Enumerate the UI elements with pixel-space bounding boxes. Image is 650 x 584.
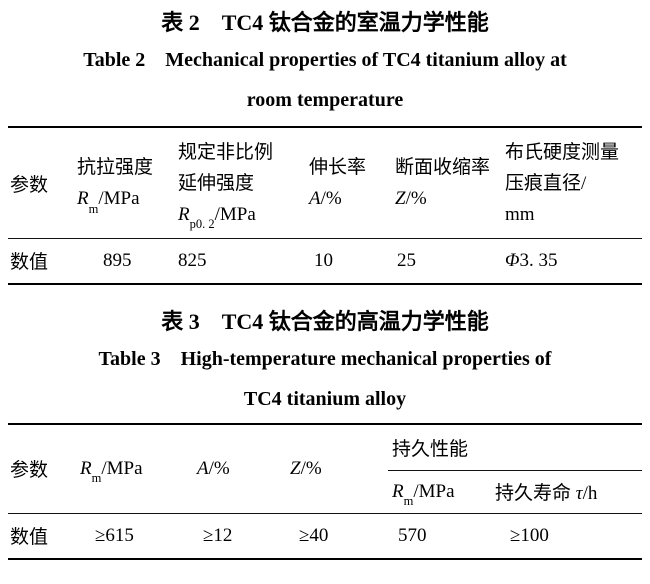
table2-value-proof: 825	[178, 249, 207, 271]
document-page: 表 2 TC4 钛合金的室温力学性能 Table 2 Mechanical pr…	[0, 0, 650, 560]
table2-header-elongation-symbol: A/%	[309, 188, 342, 209]
table2-header-reduction-of-area: 断面收缩率 Z/%	[390, 127, 498, 239]
table2-header-tensile-strength: 抗拉强度 Rm/MPa	[73, 127, 173, 239]
table3-header-reduction: Z/%	[283, 423, 388, 514]
table2-header-param: 参数	[8, 127, 73, 239]
table2-caption-en-line1: Table 2 Mechanical properties of TC4 tit…	[83, 49, 567, 71]
table2-header-brinell-indent-diameter: 布氏硬度测量 压痕直径/ mm	[498, 127, 642, 239]
table2-caption-zh: 表 2 TC4 钛合金的室温力学性能	[161, 10, 489, 35]
table2-header-tensile-symbol: Rm/MPa	[77, 188, 140, 216]
table3-header-endurance-life: 持久寿命 τ/h	[490, 470, 643, 514]
table2-value-label: 数值	[10, 252, 49, 274]
table3-header-rm: Rm/MPa	[73, 423, 185, 514]
table3-value-label: 数值	[10, 527, 49, 549]
table3-header-row-1: 参数 Rm/MPa A/% Z/% 持久性能	[8, 423, 643, 514]
table2-caption: 表 2 TC4 钛合金的室温力学性能 Table 2 Mechanical pr…	[0, 0, 650, 120]
table3-value-rm: ≥615	[95, 524, 134, 546]
table3-caption-en-line2: TC4 titanium alloy	[243, 387, 407, 410]
table2-header-proof-strength: 规定非比例 延伸强度 Rp0. 2/MPa	[173, 127, 303, 239]
table3-value-row: 数值 ≥615 ≥12 ≥40 570 ≥100	[8, 513, 642, 559]
table3-header-elongation: A/%	[185, 423, 283, 514]
table3-header-endurance-group: 持久性能	[388, 423, 643, 471]
table2: 参数 抗拉强度 Rm/MPa 规定非比例 延伸强度 Rp0. 2/MPa 伸长率…	[8, 126, 642, 285]
table2-value-reduction: 25	[397, 249, 416, 271]
table3-caption-en-line1: Table 3 High-temperature mechanical prop…	[98, 347, 552, 370]
table2-header-row: 参数 抗拉强度 Rm/MPa 规定非比例 延伸强度 Rp0. 2/MPa 伸长率…	[8, 127, 642, 239]
table2-value-indent-diameter: Φ3. 35	[505, 249, 558, 271]
table3-caption: 表 3 TC4 钛合金的高温力学性能 Table 3 High-temperat…	[0, 299, 650, 419]
table2-caption-en-line2: room temperature	[246, 89, 404, 111]
table3: 参数 Rm/MPa A/% Z/% 持久性能 Rm/MPa 持久寿命 τ/h	[8, 422, 643, 560]
table3-header-endurance-rm: Rm/MPa	[388, 470, 490, 514]
table2-value-tensile: 895	[103, 249, 132, 271]
table2-header-elongation: 伸长率 A/%	[303, 127, 390, 239]
table2-value-row: 数值 895 825 10 25 Φ3. 35	[8, 239, 642, 284]
table2-header-reduction-symbol: Z/%	[395, 188, 427, 209]
table3-value-elongation: ≥12	[203, 524, 233, 546]
table3-value-endurance-life: ≥100	[510, 524, 549, 546]
table2-value-elongation: 10	[314, 249, 333, 271]
table2-header-proof-symbol: Rp0. 2/MPa	[178, 203, 256, 232]
table3-value-endurance-rm: 570	[398, 524, 427, 546]
table3-header-row-2: Rm/MPa 持久寿命 τ/h	[8, 470, 643, 514]
table3-value-reduction: ≥40	[299, 524, 329, 546]
table3-caption-zh: 表 3 TC4 钛合金的高温力学性能	[161, 308, 489, 334]
table3-header-param: 参数	[8, 423, 73, 514]
